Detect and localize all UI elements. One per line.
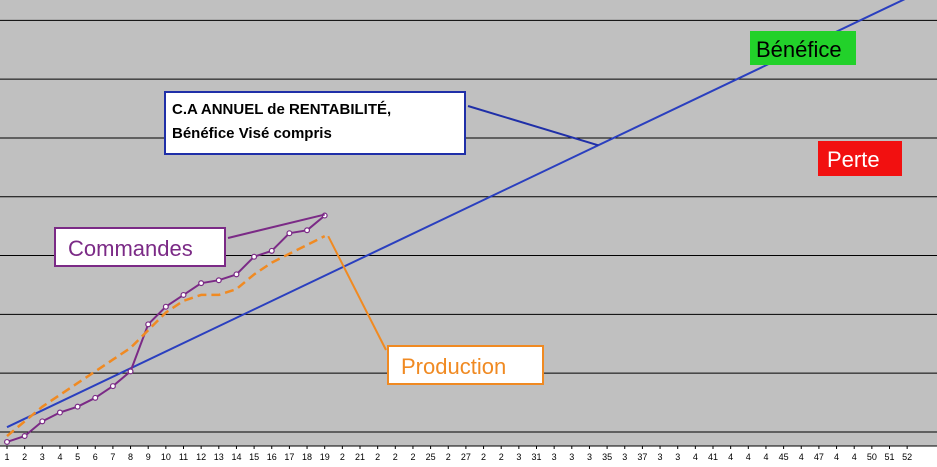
breakeven-label-box xyxy=(164,91,466,155)
x-tick-label: 3 xyxy=(658,452,663,462)
commandes-point xyxy=(145,321,152,328)
x-tick-label: 2 xyxy=(499,452,504,462)
x-tick-label: 3 xyxy=(516,452,521,462)
annotation-connectors xyxy=(227,105,599,351)
x-tick-label: 52 xyxy=(902,452,912,462)
benefice-annotation: Bénéfice xyxy=(750,31,856,65)
commandes-annotation: Commandes xyxy=(54,227,226,267)
x-tick-label: 47 xyxy=(814,452,824,462)
commandes-point xyxy=(3,438,11,445)
x-tick-label: 31 xyxy=(531,452,541,462)
series-line-0 xyxy=(6,0,906,429)
x-tick-label: 21 xyxy=(355,452,365,462)
x-tick-label: 3 xyxy=(552,452,557,462)
x-tick-label: 35 xyxy=(602,452,612,462)
production-annotation: Production xyxy=(387,345,544,385)
x-tick-label: 4 xyxy=(763,452,768,462)
commandes-point xyxy=(127,368,134,375)
x-tick-label: 18 xyxy=(302,452,312,462)
benefice-label: Bénéfice xyxy=(756,37,842,62)
x-tick-label: 4 xyxy=(693,452,698,462)
x-tick-label: 3 xyxy=(587,452,592,462)
production-label: Production xyxy=(401,354,506,379)
production-label-box xyxy=(387,345,544,385)
commandes-point xyxy=(268,247,275,254)
x-tick-label: 15 xyxy=(249,452,259,462)
breakeven-label-line2: Bénéfice Visé compris xyxy=(172,125,332,142)
x-tick-label: 5 xyxy=(75,452,80,462)
x-tick-label: 4 xyxy=(57,452,62,462)
x-tick-label: 16 xyxy=(267,452,277,462)
x-tick-label: 12 xyxy=(196,452,206,462)
x-tick-label: 1 xyxy=(4,452,9,462)
commandes-point xyxy=(304,227,311,234)
x-tick-label: 51 xyxy=(884,452,894,462)
x-tick-label: 2 xyxy=(481,452,486,462)
x-tick-label: 3 xyxy=(569,452,574,462)
x-tick-label: 50 xyxy=(867,452,877,462)
perte-label-box xyxy=(818,141,902,176)
perte-label: Perte xyxy=(827,147,880,172)
breakeven-label-line1: C.A ANNUEL de RENTABILITÉ, xyxy=(172,101,391,118)
commandes-point xyxy=(109,383,116,390)
commandes-label-box xyxy=(54,227,226,267)
commandes-point xyxy=(21,433,28,440)
commandes-point xyxy=(56,409,63,416)
commandes-point xyxy=(198,280,205,287)
x-tick-label: 6 xyxy=(93,452,98,462)
commandes-point xyxy=(286,230,293,237)
commandes-connector xyxy=(227,213,325,239)
x-tick-label: 8 xyxy=(128,452,133,462)
x-tick-label: 2 xyxy=(375,452,380,462)
production-connector xyxy=(327,235,387,351)
x-tick-label: 10 xyxy=(161,452,171,462)
x-tick-label: 4 xyxy=(834,452,839,462)
commandes-point xyxy=(74,403,81,410)
x-tick-label: 2 xyxy=(410,452,415,462)
x-axis: 1 2 3 4 5 6 7 8 9 10 11 12 13 14 15 16 17 18 19 2 21 2 2 2 25 2 27… xyxy=(0,445,937,462)
breakeven-connector xyxy=(467,105,599,147)
series-layer xyxy=(3,0,906,445)
x-tick-label: 17 xyxy=(284,452,294,462)
commandes-point xyxy=(162,303,169,310)
x-tick-label: 37 xyxy=(637,452,647,462)
commandes-point xyxy=(180,291,187,298)
x-tick-label: 14 xyxy=(231,452,241,462)
commandes-point xyxy=(92,394,99,401)
x-tick-label: 25 xyxy=(426,452,436,462)
x-tick-label: 2 xyxy=(340,452,345,462)
commandes-point xyxy=(215,277,222,284)
x-tick-label: 41 xyxy=(708,452,718,462)
breakeven-annotation: C.A ANNUEL de RENTABILITÉ, Bénéfice Visé… xyxy=(164,91,466,155)
x-tick-label: 3 xyxy=(675,452,680,462)
x-tick-label: 27 xyxy=(461,452,471,462)
perte-annotation: Perte xyxy=(818,141,902,176)
x-tick-label: 19 xyxy=(320,452,330,462)
x-tick-label: 2 xyxy=(22,452,27,462)
commandes-point xyxy=(251,253,258,260)
commandes-point xyxy=(233,271,240,278)
x-tick-label: 4 xyxy=(728,452,733,462)
x-tick-label: 2 xyxy=(393,452,398,462)
x-tick-label: 11 xyxy=(179,452,188,462)
x-tick-label: 4 xyxy=(746,452,751,462)
x-tick-label: 9 xyxy=(146,452,151,462)
x-tick-label: 45 xyxy=(779,452,789,462)
x-tick-label: 13 xyxy=(214,452,224,462)
x-tick-label: 4 xyxy=(799,452,804,462)
x-tick-label: 7 xyxy=(110,452,115,462)
commandes-label: Commandes xyxy=(68,236,193,261)
x-tick-label: 2 xyxy=(446,452,451,462)
commandes-point xyxy=(39,418,46,425)
x-tick-label: 3 xyxy=(40,452,45,462)
benefice-label-box xyxy=(750,31,856,65)
x-tick-label: 3 xyxy=(622,452,627,462)
series-line-2 xyxy=(6,234,326,438)
x-tick-label: 4 xyxy=(852,452,857,462)
